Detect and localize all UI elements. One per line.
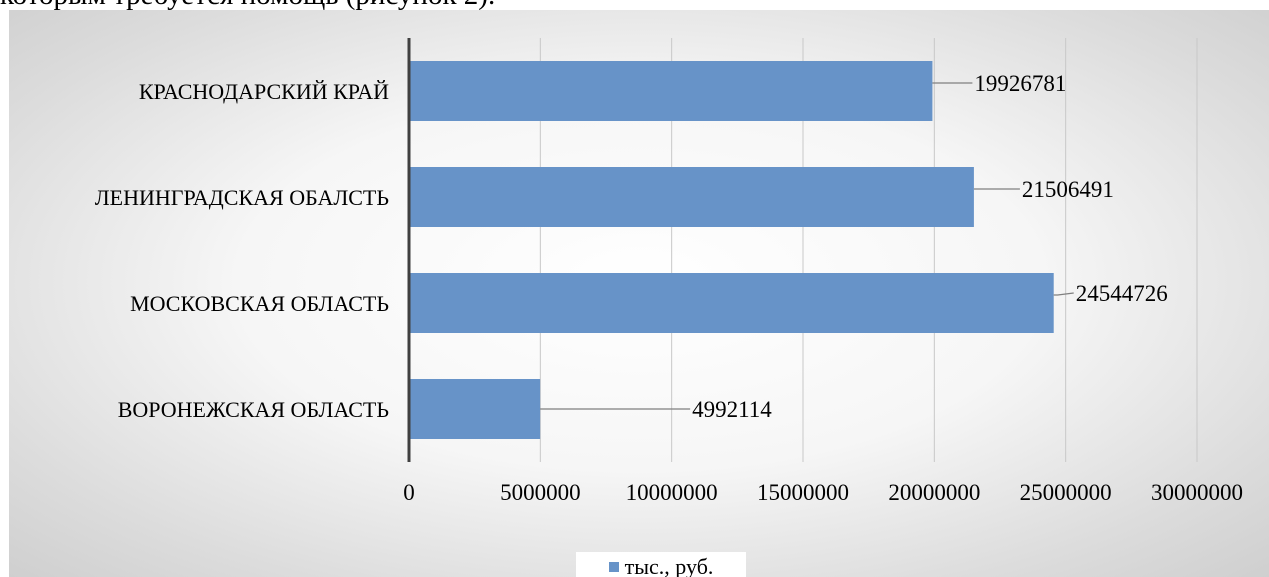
category-label: ВОРОНЕЖСКАЯ ОБЛАСТЬ — [118, 397, 389, 422]
category-label: КРАСНОДАРСКИЙ КРАЙ — [139, 79, 389, 104]
category-label: МОСКОВСКАЯ ОБЛАСТЬ — [130, 291, 389, 316]
data-label: 24544726 — [1076, 281, 1168, 306]
legend-swatch — [608, 562, 619, 572]
x-tick-label: 0 — [403, 480, 415, 505]
data-label: 4992114 — [692, 397, 772, 422]
x-tick-label: 20000000 — [888, 480, 980, 505]
data-label: 21506491 — [1022, 177, 1114, 202]
chart-area: 0 5000000 10000000 15000000 20000000 25000000… — [9, 10, 1269, 577]
legend-label: тыс., руб. — [624, 554, 714, 577]
bar — [409, 61, 933, 121]
data-label: 19926781 — [974, 71, 1066, 96]
x-tick-label: 10000000 — [626, 480, 718, 505]
x-tick-label: 30000000 — [1151, 480, 1243, 505]
bar-chart: 0 5000000 10000000 15000000 20000000 25000000… — [95, 38, 1243, 505]
legend: тыс., руб. — [576, 552, 746, 577]
bar — [409, 167, 974, 227]
x-tick-label: 5000000 — [500, 480, 581, 505]
leader-line — [1053, 292, 1074, 296]
category-label: ЛЕНИНГРАДСКАЯ ОБАЛСТЬ — [95, 185, 389, 210]
x-tick-label: 15000000 — [757, 480, 849, 505]
x-tick-label: 25000000 — [1020, 480, 1112, 505]
bar — [409, 379, 541, 439]
document-text-line: которым требуется помощь (рисунок 2). — [0, 0, 495, 12]
bar — [409, 273, 1054, 333]
